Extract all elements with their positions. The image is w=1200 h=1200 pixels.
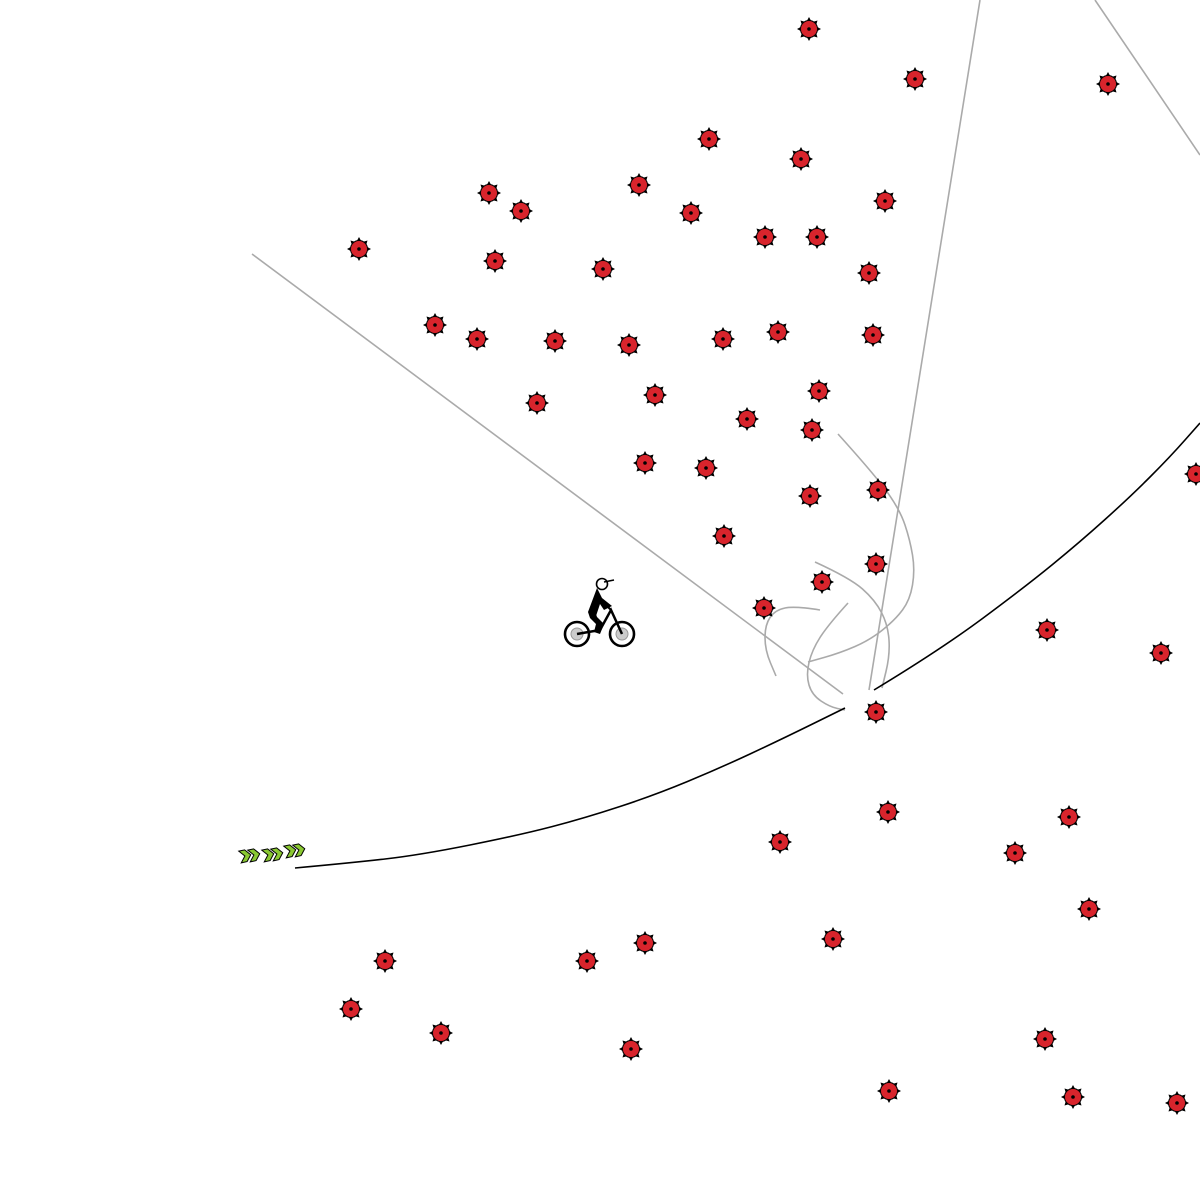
mine-icon <box>805 225 829 249</box>
mine-icon <box>752 596 776 620</box>
bmx-rider-icon <box>563 577 636 648</box>
mine-icon <box>1184 462 1200 486</box>
mine-icon <box>633 451 657 475</box>
mine-icon <box>373 949 397 973</box>
mine-icon <box>1149 641 1173 665</box>
scenery-line <box>764 606 821 677</box>
mine-icon <box>617 333 641 357</box>
mine-icon <box>797 17 821 41</box>
mine-icon <box>821 927 845 951</box>
mine-icon <box>1096 72 1120 96</box>
scenery-lines <box>251 0 1200 711</box>
mine-icon <box>903 67 927 91</box>
mine-icon <box>627 173 651 197</box>
mine-icon <box>525 391 549 415</box>
mine-icon <box>339 997 363 1021</box>
mine-icon <box>798 484 822 508</box>
mine-icon <box>697 127 721 151</box>
mine-icon <box>694 456 718 480</box>
mine-icon <box>423 313 447 337</box>
mine-icon <box>712 524 736 548</box>
mines <box>339 17 1200 1115</box>
mine-icon <box>591 257 615 281</box>
mine-icon <box>1033 1027 1057 1051</box>
mine-icon <box>753 225 777 249</box>
mine-icon <box>1057 805 1081 829</box>
mine-icon <box>877 1079 901 1103</box>
scenery-line <box>868 0 981 691</box>
scenery-line <box>814 561 890 689</box>
mine-icon <box>711 327 735 351</box>
mine-icon <box>800 418 824 442</box>
mine-icon <box>1035 618 1059 642</box>
mine-icon <box>619 1037 643 1061</box>
scenery-line <box>1094 0 1200 156</box>
mine-icon <box>768 830 792 854</box>
mine-icon <box>789 147 813 171</box>
mine-icon <box>810 570 834 594</box>
mine-icon <box>866 478 890 502</box>
scenery-line <box>806 602 849 711</box>
scenery-line <box>251 253 844 695</box>
mine-icon <box>766 320 790 344</box>
mine-icon <box>1077 897 1101 921</box>
mine-icon <box>643 383 667 407</box>
mine-icon <box>1003 841 1027 865</box>
mine-icon <box>679 201 703 225</box>
mine-icon <box>1061 1085 1085 1109</box>
mine-icon <box>864 552 888 576</box>
mine-icon <box>861 323 885 347</box>
mine-icon <box>465 327 489 351</box>
mine-icon <box>483 249 507 273</box>
mine-icon <box>873 189 897 213</box>
mine-icon <box>807 379 831 403</box>
mine-icon <box>857 261 881 285</box>
mine-icon <box>876 800 900 824</box>
track-line <box>294 707 846 869</box>
scenery-line <box>807 433 915 663</box>
mine-icon <box>543 329 567 353</box>
track-lines <box>294 422 1200 869</box>
track-line <box>873 422 1200 691</box>
mine-icon <box>864 700 888 724</box>
mine-icon <box>477 181 501 205</box>
mine-icon <box>1165 1091 1189 1115</box>
mine-icon <box>347 237 371 261</box>
mine-icon <box>509 199 533 223</box>
mine-icon <box>735 407 759 431</box>
boost-chevrons-icon <box>237 843 306 864</box>
mine-icon <box>633 931 657 955</box>
mine-icon <box>429 1021 453 1045</box>
mine-icon <box>575 949 599 973</box>
